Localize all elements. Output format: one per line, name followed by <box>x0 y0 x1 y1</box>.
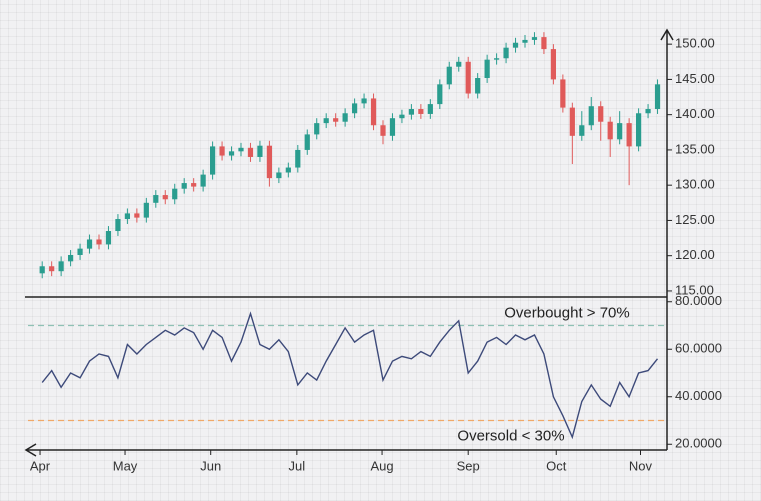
y-tick-label: 20.0000 <box>675 436 722 451</box>
candle-body <box>635 113 642 147</box>
rsi-line <box>41 311 659 440</box>
x-tick-label: Apr <box>30 458 51 473</box>
candle-body <box>77 248 83 255</box>
candle-body <box>579 125 585 136</box>
candle-body <box>86 239 93 249</box>
candle-body <box>380 125 386 136</box>
candle-body <box>351 103 358 114</box>
x-tick-label: Sep <box>457 458 480 473</box>
candle-body <box>531 37 538 40</box>
y-tick-label: 135.00 <box>675 141 715 156</box>
reference-label: Overbought > 70% <box>504 304 630 321</box>
candle-body <box>437 84 443 105</box>
candle-body <box>456 61 462 67</box>
y-tick-label: 80.0000 <box>675 293 722 308</box>
candle-body <box>172 188 178 200</box>
x-tick-label: Oct <box>546 458 567 473</box>
candle-body <box>115 219 121 232</box>
candle-body <box>96 239 102 245</box>
candle-body <box>67 254 74 262</box>
candle-body <box>191 183 197 187</box>
candle-body <box>626 123 632 147</box>
x-tick-label: May <box>113 458 138 473</box>
candle-body <box>512 42 519 48</box>
candle-body <box>342 113 348 122</box>
candle-body <box>427 104 433 114</box>
candle-body <box>370 98 377 126</box>
y-tick-label: 125.00 <box>675 212 715 227</box>
candle-body <box>238 147 244 152</box>
candle-body <box>304 134 310 150</box>
candle-body <box>105 231 112 245</box>
candle-body <box>285 167 291 173</box>
candle-body <box>493 58 500 60</box>
candle-body <box>465 61 471 94</box>
candle-body <box>323 118 329 124</box>
candle-body <box>49 266 55 272</box>
candle-body <box>484 59 490 78</box>
candle-body <box>418 109 424 114</box>
candle-body <box>522 39 528 43</box>
candle-body <box>143 202 149 218</box>
candle-body <box>389 118 396 136</box>
candle-body <box>408 109 415 115</box>
y-tick-label: 115.00 <box>675 282 714 297</box>
candle-body <box>569 107 575 136</box>
y-axis-arrow <box>660 28 674 41</box>
reference-label: Oversold < 30% <box>457 427 564 444</box>
y-tick-label: 130.00 <box>675 177 715 192</box>
x-tick-label: Jul <box>289 458 306 473</box>
candle-body <box>399 114 405 119</box>
candle-body <box>541 37 547 50</box>
candle-body <box>560 79 566 108</box>
y-tick-label: 40.0000 <box>675 388 722 403</box>
candle-body <box>39 266 45 274</box>
candle-body <box>314 123 320 135</box>
candle-body <box>209 146 216 175</box>
y-tick-label: 60.0000 <box>675 341 722 356</box>
y-tick-label: 150.00 <box>675 36 715 51</box>
candle-body <box>550 49 557 80</box>
candle-body <box>295 149 301 168</box>
y-tick-label: 145.00 <box>675 71 715 86</box>
candle-body <box>266 145 273 179</box>
candle-body <box>503 47 509 59</box>
y-tick-label: 140.00 <box>675 106 715 121</box>
candle-body <box>162 195 168 200</box>
candle-body <box>228 151 235 156</box>
candle-body <box>607 121 613 140</box>
candle-body <box>134 213 140 218</box>
candle-body <box>446 66 452 85</box>
x-tick-label: Aug <box>370 458 393 473</box>
y-tick-label: 120.00 <box>675 247 715 262</box>
candle-body <box>588 106 594 126</box>
x-axis-arrow <box>24 443 37 457</box>
candle-body <box>333 118 339 122</box>
candle-body <box>247 147 254 157</box>
candle-body <box>124 213 131 220</box>
candle-body <box>153 195 159 203</box>
candle-body <box>361 98 367 104</box>
candle-body <box>617 123 623 140</box>
candle-body <box>219 146 225 156</box>
x-tick-label: Jun <box>200 458 221 473</box>
candle-body <box>645 109 651 114</box>
candle-body <box>276 172 282 179</box>
candle-body <box>200 174 206 187</box>
candle-body <box>654 84 661 110</box>
x-tick-label: Nov <box>629 458 653 473</box>
candle-body <box>475 78 481 94</box>
candle-body <box>181 183 187 189</box>
candle-body <box>257 145 263 157</box>
candle-body <box>58 261 64 272</box>
candle-body <box>598 106 604 122</box>
